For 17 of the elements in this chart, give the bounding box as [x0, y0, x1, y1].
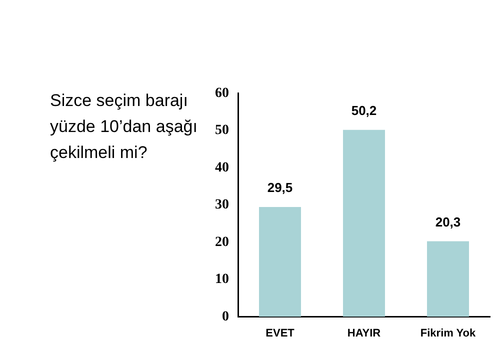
bar: [427, 241, 469, 317]
y-tick-label: 40: [215, 160, 229, 176]
data-label: 50,2: [351, 102, 377, 118]
y-tick-label: 50: [215, 123, 229, 138]
y-tick-label: 20: [215, 234, 229, 250]
text: Sizce seçim barajı yüzde 10’dan aşağı çekilmeli mi?: [50, 90, 198, 164]
x-tick-label: EVET: [266, 327, 295, 340]
data-label: 29,5: [267, 180, 293, 196]
y-tick-label: 0: [222, 309, 229, 324]
y-tick-label: 10: [215, 272, 229, 288]
y-tick-label: 60: [215, 86, 229, 102]
bar: [259, 206, 301, 317]
x-tick-label: HAYIR: [347, 327, 381, 340]
x-tick-label: Fikrim Yok: [420, 327, 476, 340]
data-label: 20,3: [435, 214, 461, 230]
y-tick-label: 30: [215, 198, 229, 213]
bar: [343, 130, 385, 317]
